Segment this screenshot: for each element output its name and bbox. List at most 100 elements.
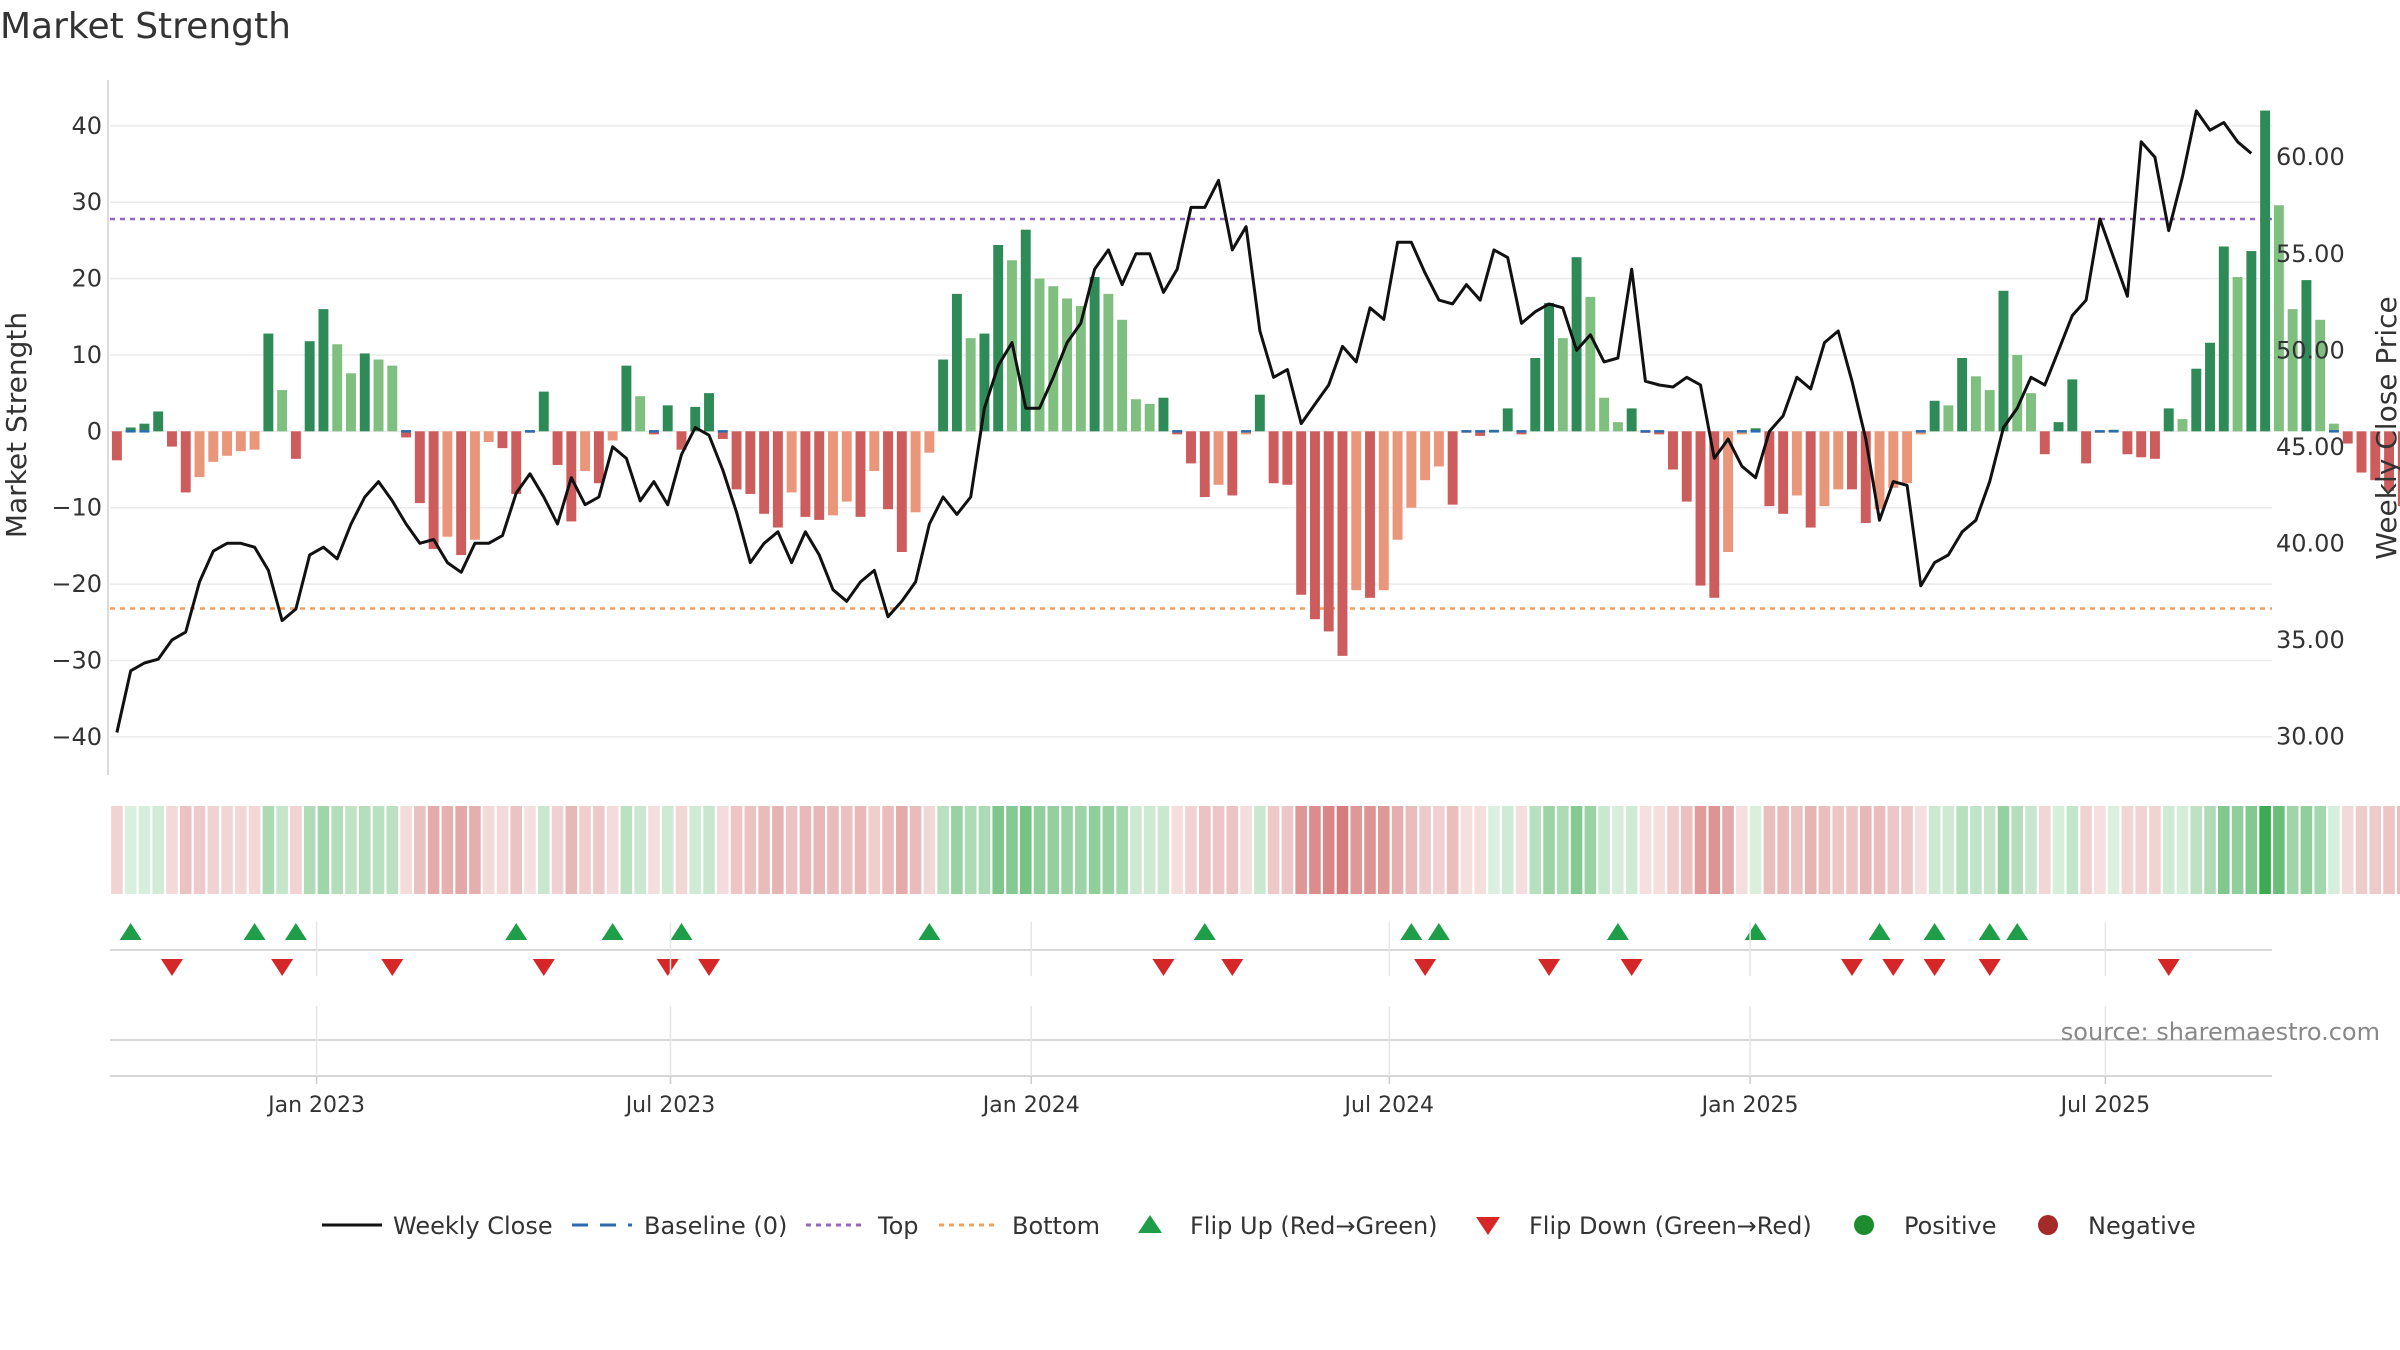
strength-bar (1709, 431, 1720, 598)
heat-cell (1956, 806, 1968, 894)
heat-cell (1584, 806, 1597, 894)
legend-label: Negative (2088, 1212, 2196, 1240)
strength-bar (621, 365, 632, 432)
strength-bar (1089, 277, 1100, 432)
strength-bar (2356, 431, 2367, 473)
strength-bar (896, 431, 907, 552)
flip-down-marker (381, 959, 404, 976)
right-tick-label: 60.00 (2276, 143, 2345, 171)
strength-bar (1819, 431, 1830, 507)
heat-cell (537, 806, 550, 894)
strength-bar (1723, 431, 1734, 552)
heat-cell (758, 806, 770, 894)
heat-cell (1818, 806, 1831, 894)
legend-label: Top (877, 1212, 919, 1240)
strength-bar (1874, 431, 1885, 510)
flip-down-marker (698, 959, 721, 976)
strength-bar (1805, 431, 1816, 528)
heat-cell (2107, 806, 2120, 894)
strength-bar (841, 431, 852, 502)
heat-cell (1612, 806, 1624, 894)
strength-bar (1681, 431, 1692, 502)
heat-cell (992, 806, 1004, 894)
legend-label: Positive (1904, 1212, 1997, 1240)
heat-cell (1983, 806, 1996, 894)
strength-bar (346, 373, 356, 432)
heat-cell (551, 806, 564, 894)
heat-cell (606, 806, 619, 894)
heat-cell (896, 806, 908, 894)
flip-down-marker (1882, 959, 1905, 976)
heat-cell (854, 806, 867, 894)
left-tick-label: −10 (51, 494, 102, 522)
heat-cell (2011, 806, 2024, 894)
heat-cell (827, 806, 839, 894)
strength-bar (924, 431, 935, 453)
strength-bar (938, 359, 949, 432)
heat-cell (648, 806, 660, 894)
heat-cell (1529, 806, 1542, 894)
heat-cell (675, 806, 688, 894)
heat-cell (1116, 806, 1128, 894)
strength-bars (111, 110, 2400, 656)
strength-bar (1929, 400, 1940, 432)
strength-bar (2287, 309, 2298, 432)
strength-bar (676, 431, 687, 450)
heat-cell (868, 806, 881, 894)
strength-bar (745, 431, 756, 494)
strength-bar (1475, 431, 1486, 436)
flip-down-marker (1538, 959, 1561, 976)
strength-bar (1227, 431, 1238, 496)
strength-bar (580, 431, 591, 472)
heat-cell (1130, 806, 1142, 894)
strength-bar (2384, 431, 2395, 491)
heat-cell (1680, 806, 1693, 894)
heat-cell (2218, 806, 2230, 894)
strength-bar (180, 431, 191, 493)
heat-cell (2038, 806, 2051, 894)
heat-cell (2300, 806, 2313, 894)
x-tick-label: Jul 2024 (1343, 1093, 1435, 1118)
strength-bar (1351, 431, 1362, 591)
heat-cell (2080, 806, 2092, 894)
strength-bar (1943, 405, 1954, 432)
heat-cell (1570, 806, 1583, 894)
strength-bar (951, 293, 962, 432)
heat-cell (964, 806, 977, 894)
heat-cell (1694, 806, 1707, 894)
strength-bar (1186, 431, 1196, 464)
flip-up-marker (670, 923, 693, 940)
strength-bar (1213, 431, 1224, 485)
strength-bar (2218, 246, 2229, 432)
legend-label: Flip Down (Green→Red) (1529, 1212, 1812, 1240)
heat-cell (840, 806, 853, 894)
heat-cell (1254, 806, 1266, 894)
strength-bar (139, 423, 150, 432)
strength-bar (208, 431, 219, 462)
heat-cell (2341, 806, 2354, 894)
strength-bar (869, 431, 880, 472)
heat-cell (2025, 806, 2037, 894)
heat-cell (1460, 806, 1473, 894)
flip-down-marker (656, 959, 679, 976)
strength-bar (1668, 431, 1678, 470)
flip-down-marker (1923, 959, 1946, 976)
strength-bar (1599, 397, 1610, 432)
heat-cell (1515, 806, 1528, 894)
strength-bar (1268, 431, 1279, 484)
heat-cell (124, 806, 137, 894)
legend-label: Weekly Close (393, 1212, 553, 1240)
right-tick-label: 35.00 (2276, 626, 2345, 654)
threshold-lines (110, 217, 2272, 610)
strength-bar (2315, 319, 2326, 432)
strength-bar (483, 431, 494, 443)
strength-bar (2122, 431, 2133, 455)
heat-cell (1006, 806, 1018, 894)
strength-bar (263, 333, 274, 432)
strength-bar (607, 431, 618, 441)
heat-cell (1474, 806, 1486, 894)
strength-bar (717, 431, 728, 439)
heat-cell (1488, 806, 1500, 894)
right-tick-label: 30.00 (2276, 722, 2345, 750)
strength-bar (249, 431, 260, 450)
